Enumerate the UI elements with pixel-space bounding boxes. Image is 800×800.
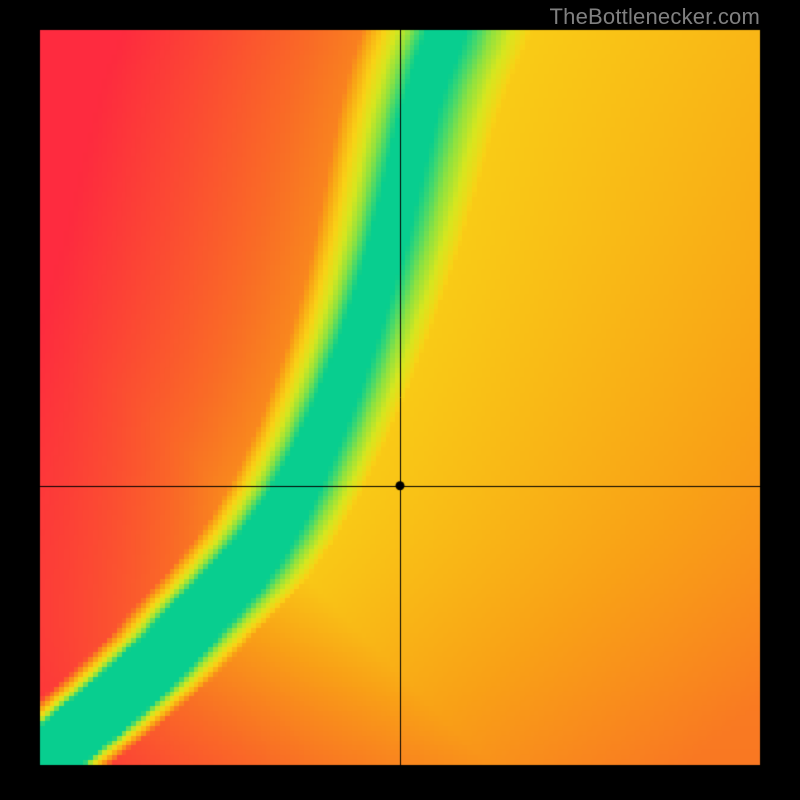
bottleneck-heatmap xyxy=(0,0,800,800)
chart-root: TheBottlenecker.com xyxy=(0,0,800,800)
watermark-text: TheBottlenecker.com xyxy=(550,4,760,30)
